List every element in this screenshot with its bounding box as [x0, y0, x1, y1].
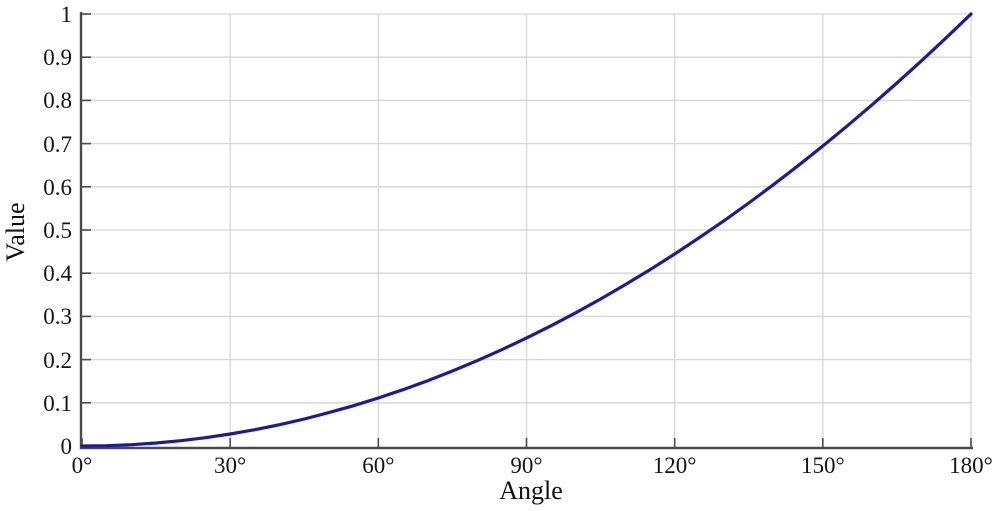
- y-tick-label: 0.7: [43, 131, 72, 157]
- x-axis-title: Angle: [499, 476, 563, 505]
- y-tick-label: 0.2: [43, 347, 72, 373]
- y-tick-label: 1: [60, 2, 73, 27]
- x-tick-label: 30°: [214, 453, 247, 478]
- y-tick-label: 0.8: [43, 88, 72, 114]
- y-tick-label: 0.1: [43, 390, 72, 416]
- x-tick-label: 150°: [800, 453, 845, 478]
- y-tick-label: 0.3: [43, 304, 72, 330]
- y-tick-label: 0.5: [43, 218, 72, 243]
- y-tick-label: 0.4: [43, 261, 72, 287]
- value-vs-angle-curve: [80, 12, 973, 448]
- x-tick-label: 180°: [949, 453, 993, 478]
- x-tick-label: 60°: [362, 453, 395, 478]
- x-tick-label: 90°: [510, 453, 543, 478]
- y-tick-label: 0: [60, 434, 73, 459]
- x-tick-label: 0°: [71, 453, 93, 478]
- y-tick-label: 0.9: [43, 45, 72, 71]
- x-tick-label: 120°: [652, 453, 697, 478]
- y-tick-label: 0.6: [43, 174, 72, 200]
